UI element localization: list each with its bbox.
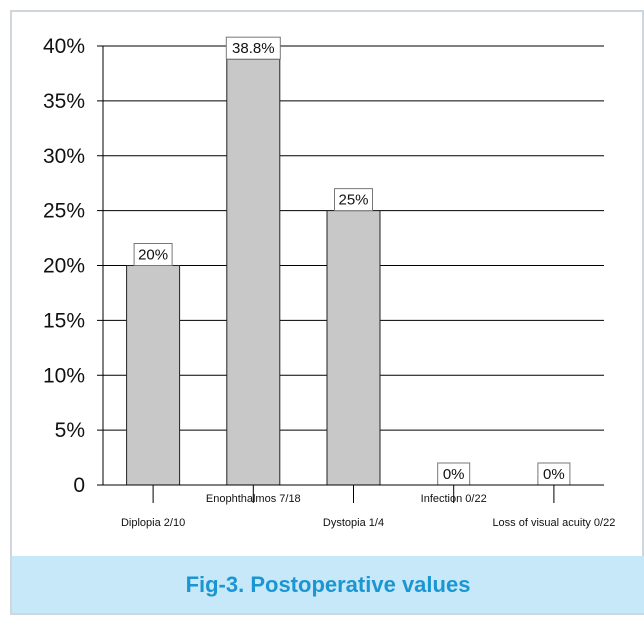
x-category-label: Enophthalmos 7/18 <box>206 493 301 505</box>
bar <box>226 58 281 486</box>
y-tick-label: 20% <box>43 255 85 278</box>
data-label-box <box>334 188 373 212</box>
x-category-label: Loss of visual acuity 0/22 <box>492 517 615 529</box>
y-tick-label: 5% <box>55 419 85 442</box>
y-tick-label: 0 <box>73 474 85 497</box>
data-label: 0% <box>443 466 465 483</box>
data-label: 38.8% <box>232 40 275 57</box>
figure-caption: Fig-3. Postoperative values <box>185 571 471 597</box>
bar <box>326 210 381 486</box>
bar <box>126 265 181 486</box>
y-tick-label: 35% <box>43 90 85 113</box>
x-category-label: Dystopia 1/4 <box>323 517 384 529</box>
caption-band: Fig-3. Postoperative values <box>12 556 644 613</box>
y-tick-label: 25% <box>43 200 85 223</box>
data-label-box <box>133 243 173 266</box>
y-tick-label: 15% <box>43 309 85 332</box>
y-tick-label: 40% <box>43 35 85 58</box>
bar-chart: 0 5% 10% 15% 20% 25% 30% 35% 40% 20% Diplopia 2/10… <box>43 35 615 529</box>
y-tick-label: 10% <box>43 364 85 387</box>
x-category-label: Infection 0/22 <box>421 493 487 505</box>
data-label-box <box>225 36 281 60</box>
data-label: 20% <box>138 247 168 264</box>
y-tick-label: 30% <box>43 145 85 168</box>
data-label: 25% <box>338 192 368 209</box>
x-category-label: Diplopia 2/10 <box>121 517 185 529</box>
data-label: 0% <box>543 466 565 483</box>
